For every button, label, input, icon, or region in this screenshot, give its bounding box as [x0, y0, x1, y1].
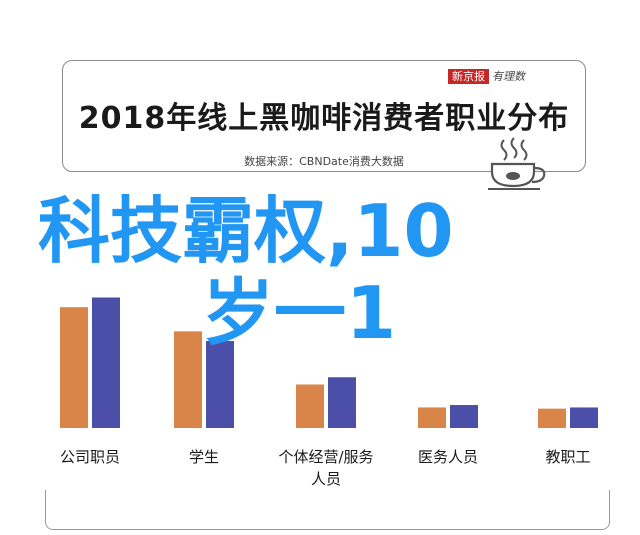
category-label-5: 教职工	[545, 448, 590, 466]
bottom-frame	[45, 490, 610, 530]
overlay-line-2: 岁一1	[202, 271, 397, 355]
chart-title-box: 2018年线上黑咖啡消费者职业分布 数据来源：CBNDate消费大数据	[62, 60, 586, 172]
publisher-logo: 新京报 有理数	[448, 68, 525, 84]
logo-main-text: 新京报	[448, 69, 489, 84]
data-source-note: 数据来源：CBNDate消费大数据	[244, 155, 404, 168]
bar-1-series-1	[60, 307, 88, 428]
coffee-cup-icon	[488, 137, 546, 190]
category-label-1: 公司职员	[60, 448, 120, 466]
bar-3-series-2	[328, 377, 356, 428]
category-label-4: 医务人员	[418, 448, 478, 466]
bar-4-series-1	[418, 407, 446, 428]
bar-2-series-1	[174, 331, 202, 428]
logo-sub-text: 有理数	[492, 70, 525, 83]
bar-1-series-2	[92, 297, 120, 428]
category-label-2: 学生	[189, 448, 219, 466]
bar-3-series-1	[296, 384, 324, 428]
category-label-3: 个体经营/服务人员	[278, 448, 373, 488]
bar-2-series-2	[206, 341, 234, 428]
bar-4-series-2	[450, 405, 478, 428]
chart-title: 2018年线上黑咖啡消费者职业分布	[78, 101, 570, 136]
bar-5-series-1	[538, 408, 566, 428]
overlay-line-1: 科技霸权,10	[38, 189, 454, 273]
bar-5-series-2	[570, 407, 598, 428]
overlay-watermark-text: 科技霸权,10 岁一1	[38, 190, 508, 354]
